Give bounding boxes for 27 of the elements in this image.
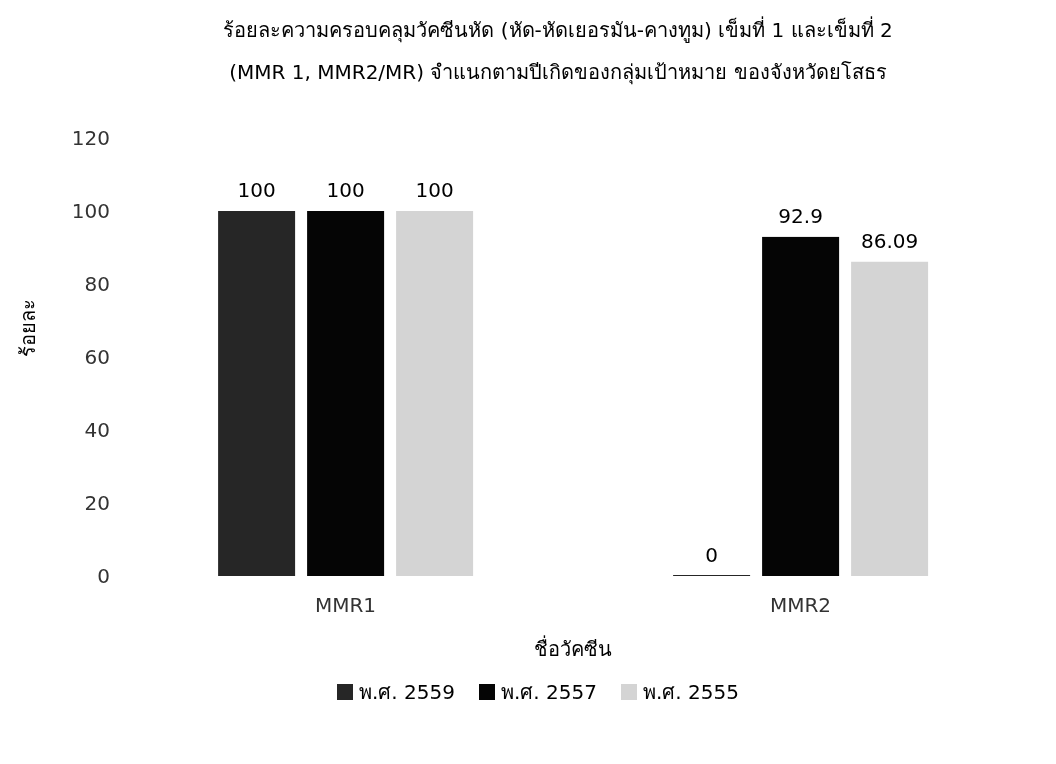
y-tick-label: 0 — [97, 564, 110, 589]
y-tick-label: 20 — [84, 491, 110, 516]
y-axis-title: ร้อยละ — [16, 299, 41, 357]
x-tick-label: MMR2 — [769, 593, 832, 618]
data-label: 100 — [415, 178, 454, 202]
y-tick-label: 60 — [84, 345, 110, 370]
data-label: 92.9 — [778, 203, 823, 228]
data-label: 100 — [326, 178, 365, 202]
bar — [851, 261, 929, 576]
bar — [396, 211, 474, 576]
y-tick-label: 80 — [84, 272, 110, 297]
chart-subtitle: (MMR 1, MMR2/MR) จำแนกตามปีเกิดของกลุ่มเป้าหมาย ของจังหวัดยโสธร — [228, 59, 888, 87]
data-label: 100 — [237, 178, 276, 202]
legend-label: พ.ศ. 2559 — [358, 679, 455, 706]
bar — [762, 236, 840, 576]
chart-title: ร้อยละความครอบคลุมวัคซีนหัด (หัด-หัดเยอรมัน-คางทูม) เข็มที่ 1 และเข็มที่ 2 — [222, 15, 894, 45]
x-tick-label: MMR1 — [314, 593, 377, 618]
y-tick-label: 100 — [71, 199, 110, 224]
legend-label: พ.ศ. 2557 — [500, 679, 597, 706]
x-axis-title: ชื่อวัคซีน — [534, 635, 612, 661]
bar — [307, 211, 385, 576]
data-label: 0 — [705, 543, 718, 567]
data-label: 86.09 — [860, 228, 919, 253]
y-tick-label: 120 — [71, 126, 110, 151]
y-tick-label: 40 — [84, 418, 110, 443]
bar — [218, 211, 296, 576]
legend-label: พ.ศ. 2555 — [642, 679, 739, 706]
